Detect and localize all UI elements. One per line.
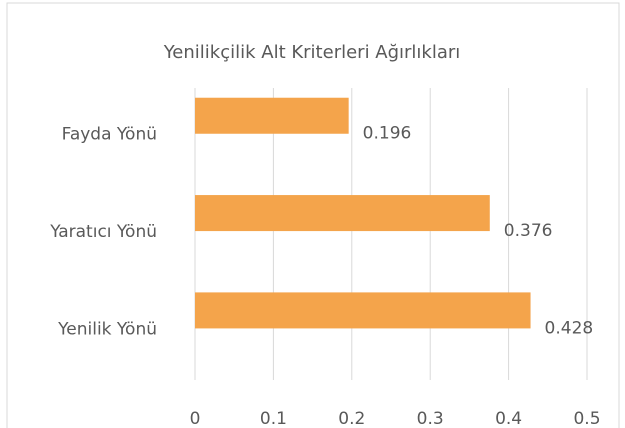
x-tick-label: 0.4 <box>495 409 522 428</box>
chart-title: Yenilikçilik Alt Kriterleri Ağırlıkları <box>163 42 461 63</box>
y-tick-label: Fayda Yönü <box>62 125 157 145</box>
x-tick-label: 0 <box>190 409 201 428</box>
value-label: 0.376 <box>504 221 553 241</box>
x-tick-label: 0.1 <box>260 409 287 428</box>
x-tick-label: 0.5 <box>573 409 600 428</box>
x-tick-label: 0.2 <box>338 409 365 428</box>
y-tick-label: Yenilik Yönü <box>57 319 157 339</box>
y-tick-label: Yaratıcı Yönü <box>49 222 157 242</box>
bar <box>195 195 490 232</box>
bar <box>195 292 531 329</box>
bar <box>195 97 349 134</box>
chart-frame <box>6 2 620 428</box>
x-tick-label: 0.3 <box>417 409 444 428</box>
value-label: 0.428 <box>545 318 594 338</box>
value-label: 0.196 <box>363 124 412 144</box>
